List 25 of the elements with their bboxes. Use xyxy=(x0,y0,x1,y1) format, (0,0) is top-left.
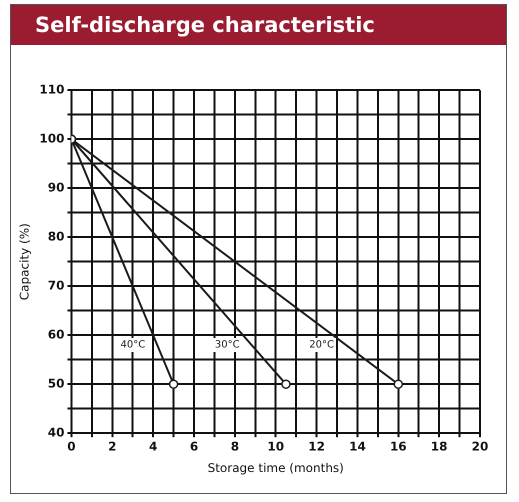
x-tick-label: 18 xyxy=(430,440,448,454)
y-tick-label: 80 xyxy=(48,229,64,244)
x-tick-label: 16 xyxy=(390,440,407,454)
series-label: 20°C xyxy=(309,340,334,351)
y-tick-label: 60 xyxy=(48,327,64,342)
x-tick-label: 4 xyxy=(148,440,158,454)
y-tick-label: 110 xyxy=(39,82,64,96)
y-tick-label: 50 xyxy=(48,376,64,390)
x-tick-label: 8 xyxy=(230,440,240,454)
x-tick-label: 14 xyxy=(349,440,366,454)
x-axis-title: Storage time (months) xyxy=(208,460,344,475)
y-tick-label: 70 xyxy=(48,278,64,292)
series-label: 30°C xyxy=(214,340,240,351)
y-tick-label: 40 xyxy=(48,425,64,440)
y-tick-label: 90 xyxy=(48,180,64,194)
x-tick-label: 2 xyxy=(108,440,116,454)
x-tick-label: 10 xyxy=(267,440,284,454)
x-tick-label: 20 xyxy=(472,440,488,454)
x-tick-label: 6 xyxy=(190,440,198,454)
chart-title: Self-discharge characteristic xyxy=(11,5,506,45)
x-tick-label: 0 xyxy=(67,440,76,454)
y-tick-label: 100 xyxy=(39,131,64,146)
y-axis-title: Capacity (%) xyxy=(17,223,32,300)
series-label: 40°C xyxy=(120,340,146,351)
x-tick-label: 12 xyxy=(308,440,325,454)
